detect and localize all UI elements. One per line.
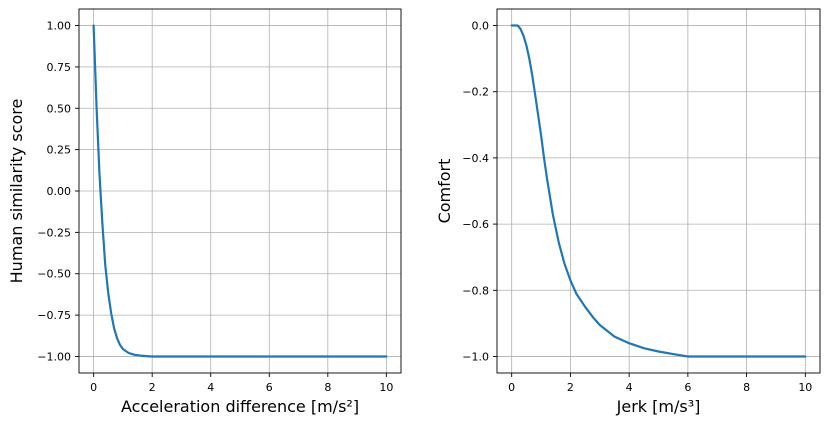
y-tick-label: −0.50 [37, 268, 71, 281]
y-tick-label: 1.00 [47, 20, 72, 33]
x-tick-label: 2 [567, 381, 574, 394]
x-tick-label: 8 [324, 381, 331, 394]
y-tick-label: −0.4 [462, 152, 489, 165]
x-tick-label: 6 [684, 381, 691, 394]
x-axis-title: Jerk [m/s³] [616, 397, 701, 416]
x-axis-title: Acceleration difference [m/s²] [121, 397, 359, 416]
x-tick-label: 0 [90, 381, 97, 394]
x-tick-label: 6 [266, 381, 273, 394]
y-tick-label: −0.6 [462, 218, 489, 231]
left-chart-panel: 0 2 4 6 8 10 1.00 0.75 0.50 0.25 0.00 −0.25 −0.50 −0.… [7, 8, 402, 416]
y-tick-label: 0.0 [472, 20, 490, 33]
y-tick-label: −0.75 [37, 309, 71, 322]
y-tick-label: 0.00 [47, 185, 72, 198]
y-tick-label: 0.75 [47, 61, 72, 74]
x-tick-label: 10 [798, 381, 812, 394]
series-line [92, 24, 388, 358]
x-tick-label: 4 [626, 381, 633, 394]
y-tick-label: 0.50 [47, 102, 72, 115]
x-tick-label: 0 [508, 381, 515, 394]
plot-frame [496, 8, 821, 374]
series-line [510, 24, 807, 358]
x-tick-label: 8 [743, 381, 750, 394]
y-tick-label: −0.2 [462, 86, 489, 99]
y-tick-label: 0.25 [47, 144, 72, 157]
x-tick-label: 2 [149, 381, 156, 394]
y-tick-label: −1.0 [462, 350, 489, 363]
x-tick-label: 4 [207, 381, 214, 394]
x-tick-label: 10 [379, 381, 393, 394]
y-axis-title: Human similarity score [7, 99, 26, 284]
y-tick-label: −0.25 [37, 226, 71, 239]
y-tick-label: −0.8 [462, 284, 489, 297]
right-chart-panel: 0 2 4 6 8 10 0.0 −0.2 −0.4 −0.6 −0.8 −1.0 Jerk [m/s³… [435, 8, 821, 416]
y-tick-label: −1.00 [37, 350, 71, 363]
y-axis-title: Comfort [435, 159, 454, 224]
